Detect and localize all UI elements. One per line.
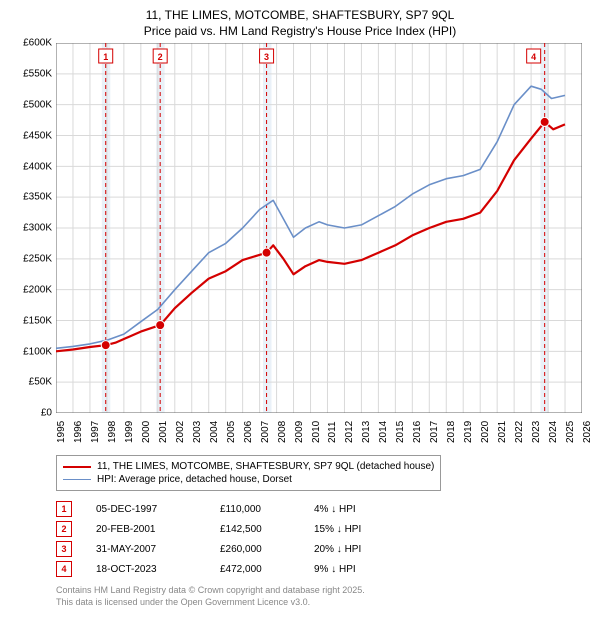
- x-axis-ticks: 1995 1996 1997 1998 1999 2000 2001 2002 2003 2004…: [56, 413, 582, 449]
- x-tick-label: 2008: [277, 421, 288, 443]
- x-tick-label: 2018: [446, 421, 457, 443]
- marker-row: 1 05-DEC-1997 £110,000 4% ↓ HPI: [56, 499, 580, 519]
- marker-date: 31-MAY-2007: [96, 544, 196, 555]
- x-tick-label: 2017: [429, 421, 440, 443]
- x-tick-label: 2012: [344, 421, 355, 443]
- footer-line-2: This data is licensed under the Open Gov…: [56, 597, 580, 609]
- svg-text:3: 3: [264, 52, 269, 62]
- x-tick-label: 2023: [531, 421, 542, 443]
- x-tick-label: 2001: [158, 421, 169, 443]
- y-tick-label: £250K: [23, 254, 52, 265]
- marker-date: 20-FEB-2001: [96, 524, 196, 535]
- x-tick-label: 2021: [497, 421, 508, 443]
- marker-row: 2 20-FEB-2001 £142,500 15% ↓ HPI: [56, 519, 580, 539]
- marker-delta: 20% ↓ HPI: [314, 544, 394, 555]
- marker-number-box: 1: [56, 501, 72, 517]
- x-tick-label: 2013: [361, 421, 372, 443]
- markers-table: 1 05-DEC-1997 £110,000 4% ↓ HPI 2 20-FEB-2001…: [56, 499, 580, 579]
- x-tick-label: 1999: [124, 421, 135, 443]
- x-tick-label: 2005: [226, 421, 237, 443]
- plot-area: £0£50K£100K£150K£200K£250K£300K£350K£400…: [56, 43, 582, 413]
- x-tick-label: 2006: [243, 421, 254, 443]
- x-tick-label: 2015: [395, 421, 406, 443]
- marker-price: £472,000: [220, 564, 290, 575]
- x-tick-label: 2002: [175, 421, 186, 443]
- legend-row-property: 11, THE LIMES, MOTCOMBE, SHAFTESBURY, SP…: [63, 460, 434, 473]
- x-tick-label: 2011: [327, 422, 338, 444]
- x-tick-label: 2010: [311, 421, 322, 443]
- y-tick-label: £500K: [23, 99, 52, 110]
- marker-price: £142,500: [220, 524, 290, 535]
- marker-row: 3 31-MAY-2007 £260,000 20% ↓ HPI: [56, 539, 580, 559]
- y-tick-label: £0: [41, 408, 52, 419]
- title-line-1: 11, THE LIMES, MOTCOMBE, SHAFTESBURY, SP…: [10, 8, 590, 24]
- x-tick-label: 2026: [582, 421, 593, 443]
- y-tick-label: £300K: [23, 223, 52, 234]
- x-tick-label: 2014: [378, 421, 389, 443]
- x-tick-label: 2016: [412, 421, 423, 443]
- x-tick-label: 2007: [260, 421, 271, 443]
- x-tick-label: 1996: [73, 421, 84, 443]
- legend-label-hpi: HPI: Average price, detached house, Dors…: [97, 474, 292, 485]
- marker-date: 05-DEC-1997: [96, 504, 196, 515]
- footer: Contains HM Land Registry data © Crown c…: [56, 585, 580, 608]
- marker-price: £260,000: [220, 544, 290, 555]
- x-tick-label: 1998: [107, 421, 118, 443]
- marker-row: 4 18-OCT-2023 £472,000 9% ↓ HPI: [56, 559, 580, 579]
- marker-number-box: 4: [56, 561, 72, 577]
- x-tick-label: 2022: [514, 421, 525, 443]
- y-tick-label: £350K: [23, 192, 52, 203]
- marker-delta: 15% ↓ HPI: [314, 524, 394, 535]
- x-tick-label: 2000: [141, 421, 152, 443]
- x-tick-label: 2024: [548, 421, 559, 443]
- title-line-2: Price paid vs. HM Land Registry's House …: [10, 24, 590, 40]
- y-tick-label: £50K: [29, 377, 52, 388]
- svg-text:4: 4: [531, 52, 536, 62]
- chart-title: 11, THE LIMES, MOTCOMBE, SHAFTESBURY, SP…: [10, 8, 590, 39]
- y-tick-label: £450K: [23, 130, 52, 141]
- x-tick-label: 2025: [565, 421, 576, 443]
- y-tick-label: £550K: [23, 69, 52, 80]
- y-tick-label: £600K: [23, 38, 52, 49]
- legend: 11, THE LIMES, MOTCOMBE, SHAFTESBURY, SP…: [56, 455, 441, 491]
- footer-line-1: Contains HM Land Registry data © Crown c…: [56, 585, 580, 597]
- x-tick-label: 2020: [480, 421, 491, 443]
- y-tick-label: £150K: [23, 315, 52, 326]
- plot-svg: 1 2 3 4: [56, 43, 582, 413]
- marker-number-box: 2: [56, 521, 72, 537]
- legend-swatch-property: [63, 466, 91, 468]
- legend-label-property: 11, THE LIMES, MOTCOMBE, SHAFTESBURY, SP…: [97, 461, 434, 472]
- marker-price: £110,000: [220, 504, 290, 515]
- marker-delta: 4% ↓ HPI: [314, 504, 394, 515]
- svg-text:1: 1: [103, 52, 108, 62]
- x-tick-label: 2004: [209, 421, 220, 443]
- svg-text:2: 2: [158, 52, 163, 62]
- marker-number-box: 3: [56, 541, 72, 557]
- y-tick-label: £100K: [23, 346, 52, 357]
- x-tick-label: 2003: [192, 421, 203, 443]
- y-tick-label: £200K: [23, 284, 52, 295]
- marker-delta: 9% ↓ HPI: [314, 564, 394, 575]
- y-tick-label: £400K: [23, 161, 52, 172]
- x-tick-label: 2019: [463, 421, 474, 443]
- legend-row-hpi: HPI: Average price, detached house, Dors…: [63, 473, 434, 486]
- x-tick-label: 2009: [294, 421, 305, 443]
- legend-swatch-hpi: [63, 479, 91, 480]
- x-tick-label: 1995: [56, 421, 67, 443]
- x-tick-label: 1997: [90, 421, 101, 443]
- chart-container: 11, THE LIMES, MOTCOMBE, SHAFTESBURY, SP…: [0, 0, 600, 615]
- y-axis-ticks: £0£50K£100K£150K£200K£250K£300K£350K£400…: [10, 43, 54, 413]
- marker-date: 18-OCT-2023: [96, 564, 196, 575]
